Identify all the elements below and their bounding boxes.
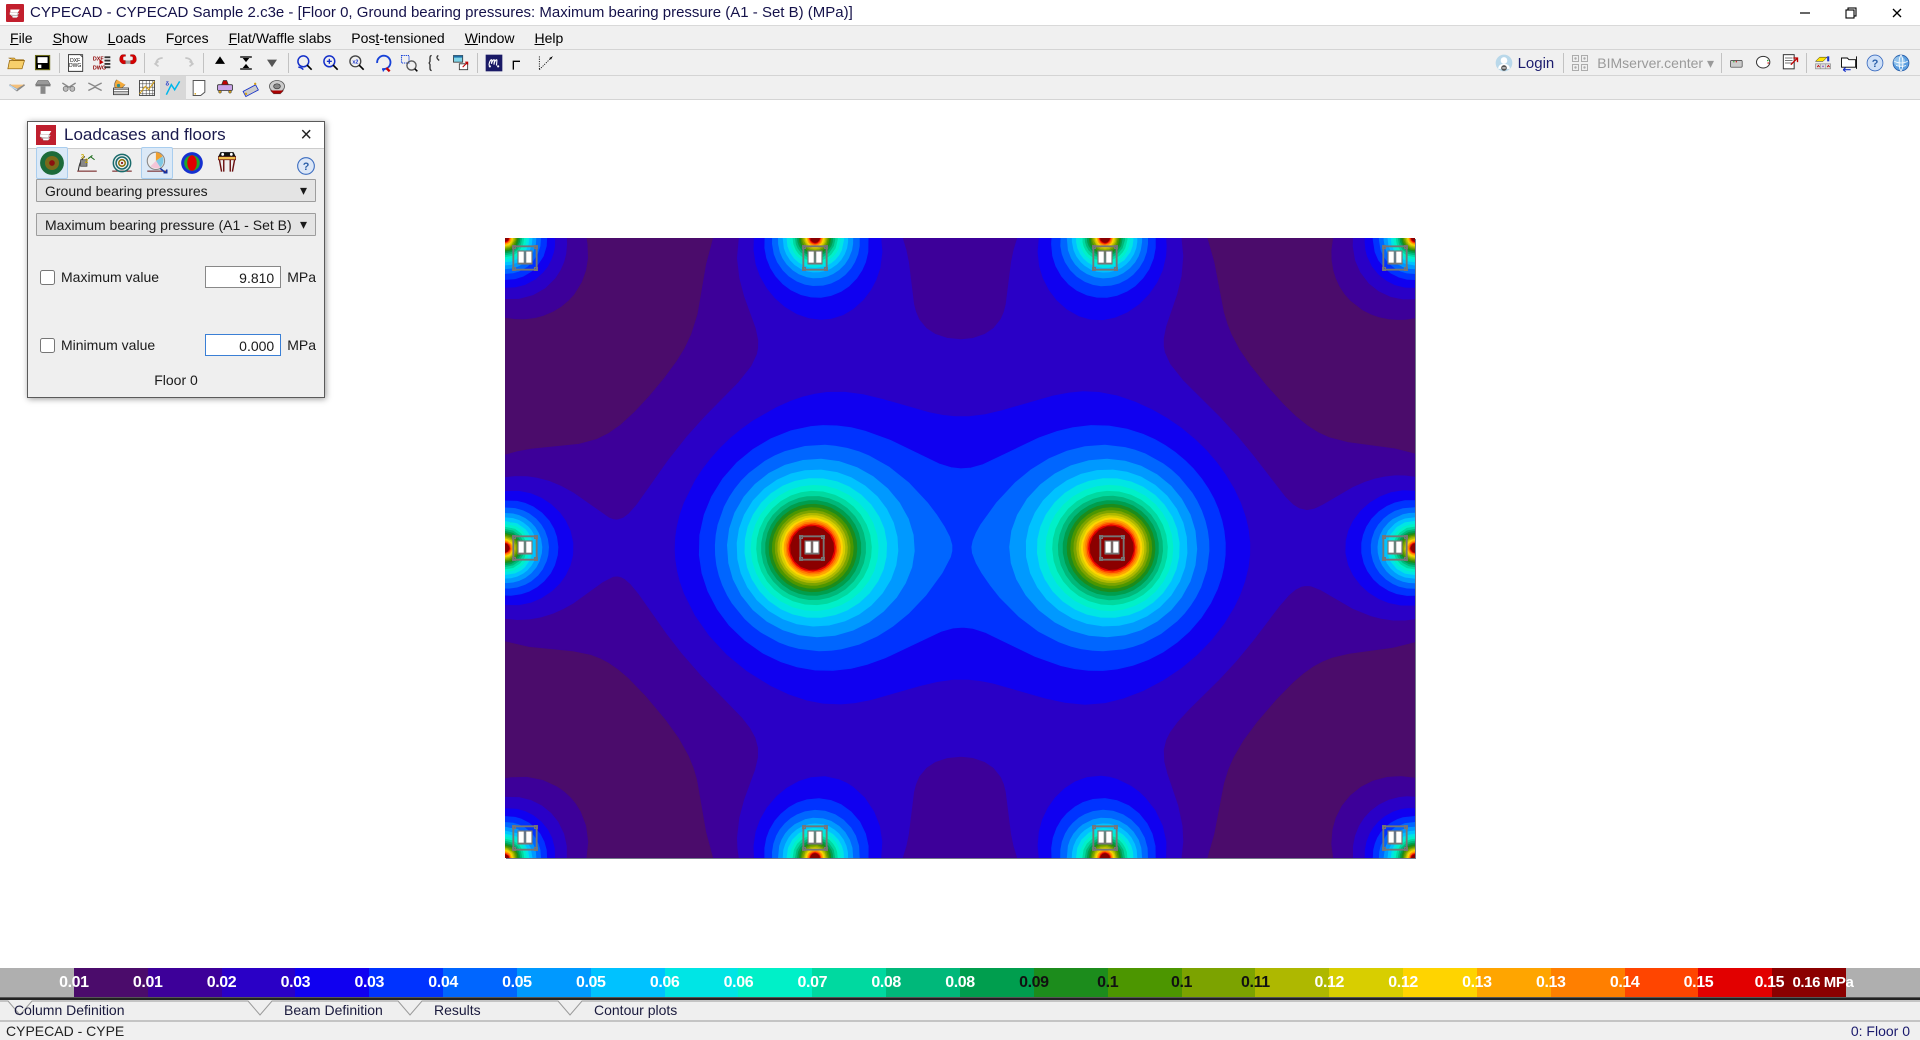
svg-text:?: ?: [1872, 58, 1879, 70]
svg-text:2: 2: [85, 159, 89, 165]
svg-text:DWG: DWG: [93, 65, 106, 71]
svg-text:DWG: DWG: [69, 63, 81, 69]
svg-text:x2: x2: [352, 59, 358, 65]
svg-text:δ: δ: [166, 81, 170, 87]
svg-text:?: ?: [303, 161, 310, 173]
